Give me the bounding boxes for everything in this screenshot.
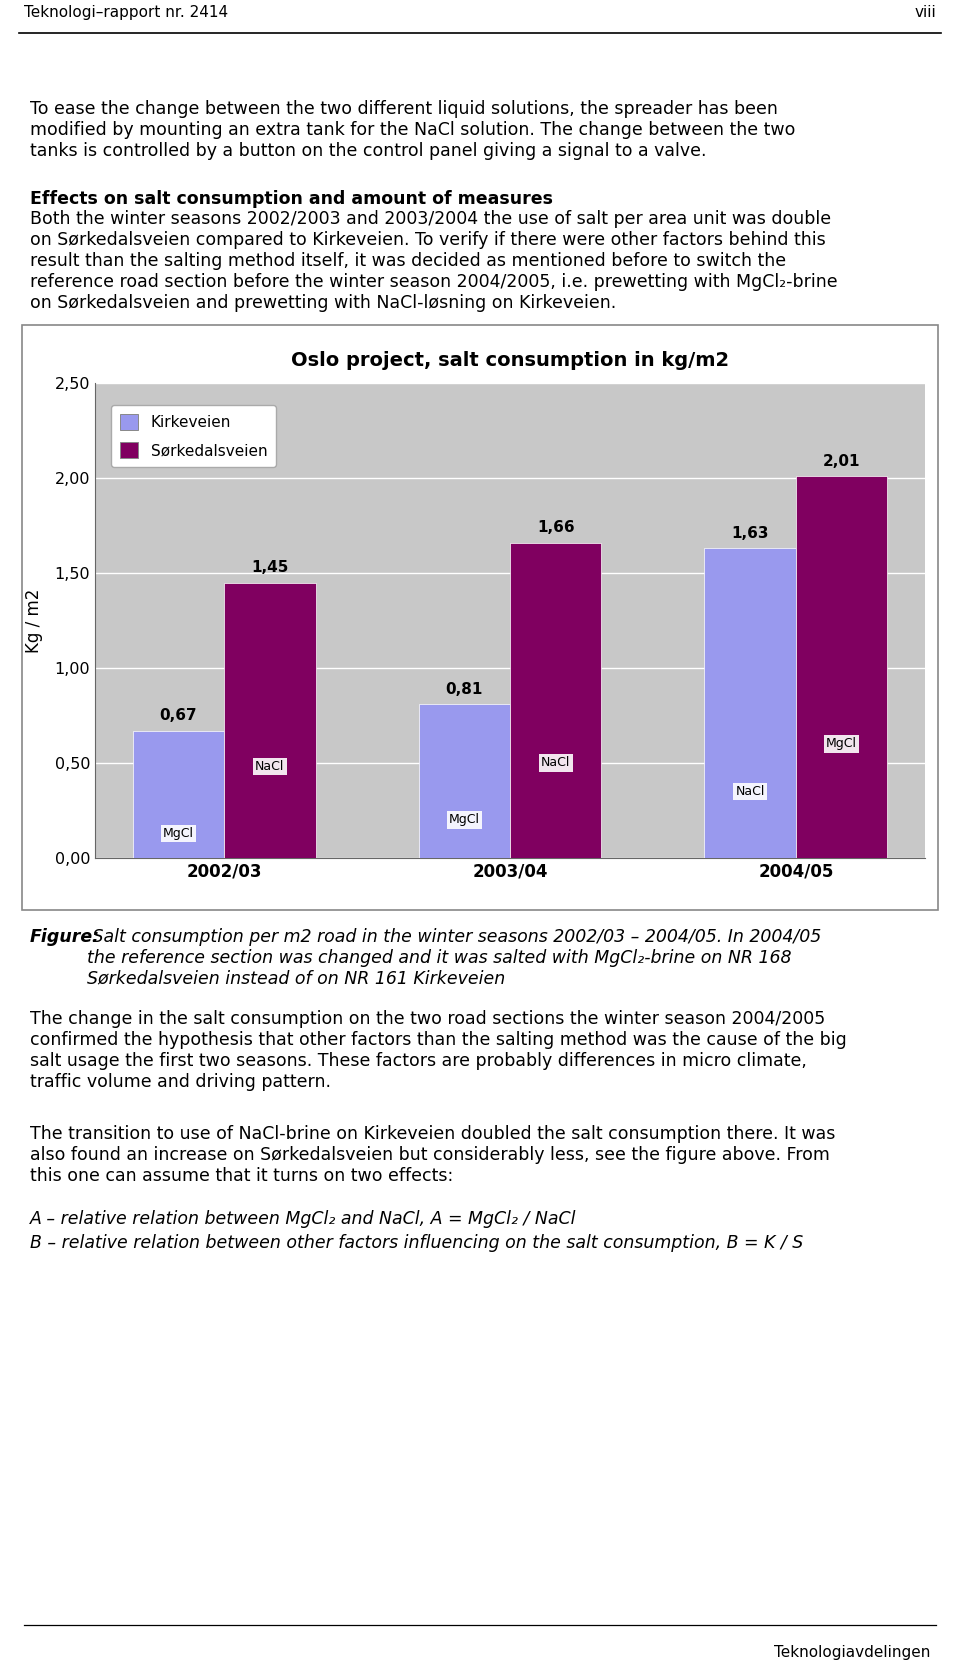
Text: The transition to use of NaCl-brine on Kirkeveien doubled the salt consumption t: The transition to use of NaCl-brine on K… <box>30 1126 835 1142</box>
Text: this one can assume that it turns on two effects:: this one can assume that it turns on two… <box>30 1167 453 1184</box>
Text: MgCl: MgCl <box>448 814 480 826</box>
Text: traffic volume and driving pattern.: traffic volume and driving pattern. <box>30 1074 331 1090</box>
Text: tanks is controlled by a button on the control panel giving a signal to a valve.: tanks is controlled by a button on the c… <box>30 142 707 161</box>
Text: NaCl: NaCl <box>735 786 765 797</box>
Text: MgCl: MgCl <box>163 827 194 839</box>
Text: Both the winter seasons 2002/2003 and 2003/2004 the use of salt per area unit wa: Both the winter seasons 2002/2003 and 20… <box>30 209 831 228</box>
Bar <box>705 548 796 858</box>
Text: 1,66: 1,66 <box>537 519 574 534</box>
Text: modified by mounting an extra tank for the NaCl solution. The change between the: modified by mounting an extra tank for t… <box>30 121 796 139</box>
Text: also found an increase on Sørkedalsveien but considerably less, see the figure a: also found an increase on Sørkedalsveien… <box>30 1146 829 1164</box>
Text: Teknologiavdelingen: Teknologiavdelingen <box>774 1645 930 1660</box>
Text: B – relative relation between other factors influencing on the salt consumption,: B – relative relation between other fact… <box>30 1234 804 1251</box>
Text: confirmed the hypothesis that other factors than the salting method was the caus: confirmed the hypothesis that other fact… <box>30 1032 847 1049</box>
Bar <box>132 730 225 858</box>
Bar <box>796 476 887 858</box>
Text: 1,45: 1,45 <box>252 559 289 575</box>
Y-axis label: Kg / m2: Kg / m2 <box>25 588 43 653</box>
Text: 1,63: 1,63 <box>732 526 769 541</box>
Title: Oslo project, salt consumption in kg/m2: Oslo project, salt consumption in kg/m2 <box>291 352 729 370</box>
Text: reference road section before the winter season 2004/2005, i.e. prewetting with : reference road section before the winter… <box>30 273 838 291</box>
Bar <box>510 543 602 858</box>
Text: on Sørkedalsveien and prewetting with NaCl-løsning on Kirkeveien.: on Sørkedalsveien and prewetting with Na… <box>30 295 616 312</box>
Text: NaCl: NaCl <box>541 757 570 769</box>
Text: A – relative relation between MgCl₂ and NaCl, A = MgCl₂ / NaCl: A – relative relation between MgCl₂ and … <box>30 1209 577 1228</box>
Legend: Kirkeveien, Sørkedalsveien: Kirkeveien, Sørkedalsveien <box>111 405 276 467</box>
Text: MgCl: MgCl <box>826 737 857 750</box>
Text: NaCl: NaCl <box>255 760 284 774</box>
Text: 0,67: 0,67 <box>159 709 197 724</box>
Text: on Sørkedalsveien compared to Kirkeveien. To verify if there were other factors : on Sørkedalsveien compared to Kirkeveien… <box>30 231 826 250</box>
Text: result than the salting method itself, it was decided as mentioned before to swi: result than the salting method itself, i… <box>30 251 786 270</box>
Text: Effects on salt consumption and amount of measures: Effects on salt consumption and amount o… <box>30 189 553 208</box>
Text: salt usage the first two seasons. These factors are probably differences in micr: salt usage the first two seasons. These … <box>30 1052 806 1070</box>
Bar <box>225 583 316 858</box>
Text: Teknologi–rapport nr. 2414: Teknologi–rapport nr. 2414 <box>24 5 228 20</box>
Text: To ease the change between the two different liquid solutions, the spreader has : To ease the change between the two diffe… <box>30 100 778 117</box>
Text: Salt consumption per m2 road in the winter seasons 2002/03 – 2004/05. In 2004/05: Salt consumption per m2 road in the wint… <box>87 928 821 988</box>
Text: Figure:: Figure: <box>30 928 100 946</box>
Bar <box>419 704 510 858</box>
Text: 2,01: 2,01 <box>823 454 860 469</box>
Text: viii: viii <box>914 5 936 20</box>
Text: The change in the salt consumption on the two road sections the winter season 20: The change in the salt consumption on th… <box>30 1010 826 1028</box>
Bar <box>22 325 938 910</box>
Text: 0,81: 0,81 <box>445 682 483 697</box>
